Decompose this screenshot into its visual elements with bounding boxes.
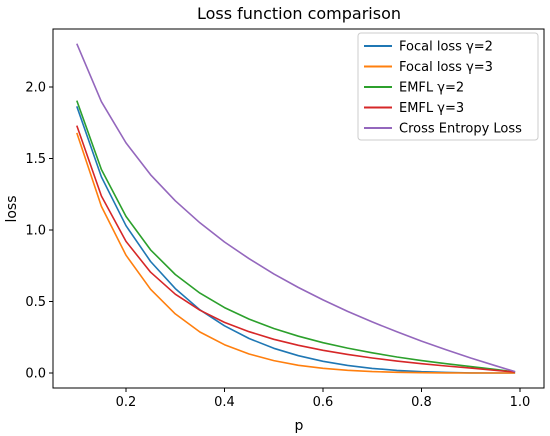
- legend-label-1: Focal loss γ=3: [399, 60, 493, 75]
- x-tick-label: 0.2: [116, 395, 137, 410]
- x-tick-label: 0.4: [214, 395, 235, 410]
- series-line-4: [76, 43, 516, 373]
- y-tick-label: 2.0: [25, 81, 46, 96]
- x-tick-label: 0.8: [411, 395, 432, 410]
- series-line-3: [76, 125, 516, 373]
- y-tick-label: 1.0: [25, 224, 46, 239]
- legend-label-4: Cross Entropy Loss: [399, 122, 522, 137]
- y-tick-label: 1.5: [25, 152, 46, 167]
- x-axis-label: p: [295, 418, 304, 434]
- legend-label-2: EMFL γ=2: [399, 81, 464, 96]
- legend-label-3: EMFL γ=3: [399, 101, 464, 116]
- y-tick-label: 0.0: [25, 367, 46, 382]
- x-tick-label: 1.0: [510, 395, 531, 410]
- y-axis-label: loss: [4, 195, 20, 222]
- legend: Focal loss γ=2 Focal loss γ=3 EMFL γ=2 EMFL…: [357, 32, 539, 141]
- y-tick-label: 0.5: [25, 295, 46, 310]
- x-tick-label: 0.6: [313, 395, 334, 410]
- legend-label-0: Focal loss γ=2: [399, 40, 493, 55]
- legend-box: [357, 32, 539, 141]
- series-line-1: [76, 132, 516, 374]
- series-line-2: [76, 100, 516, 373]
- chart-title: Loss function comparison: [197, 4, 401, 23]
- plot-frame: [52, 28, 545, 389]
